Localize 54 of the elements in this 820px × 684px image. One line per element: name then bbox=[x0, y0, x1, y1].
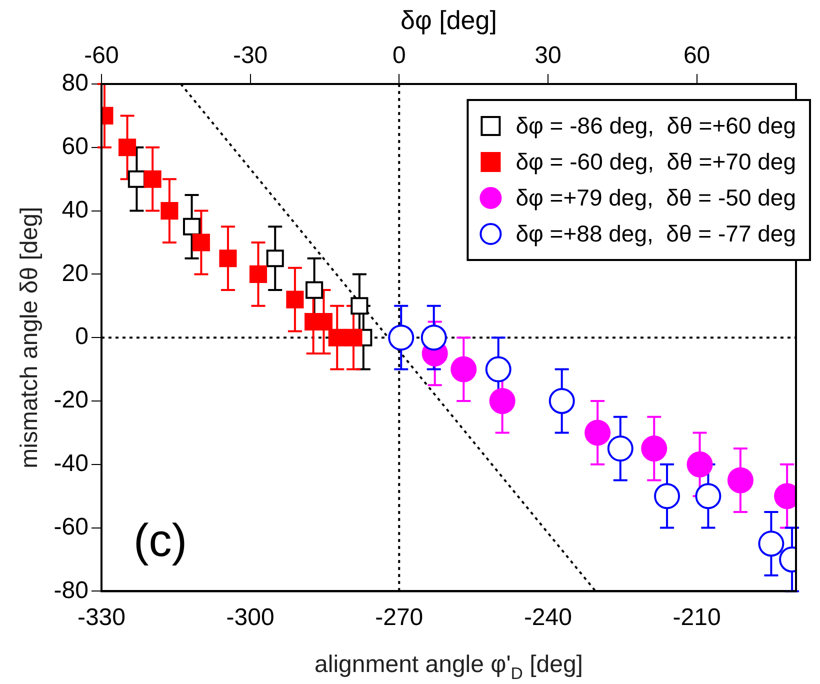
point bbox=[548, 388, 575, 414]
point bbox=[654, 483, 680, 510]
point bbox=[344, 328, 362, 346]
x-tick-label: -300 bbox=[226, 604, 274, 632]
point bbox=[584, 420, 611, 446]
point bbox=[758, 530, 784, 557]
point bbox=[182, 218, 201, 236]
point bbox=[450, 356, 477, 382]
x2-tick-label: 60 bbox=[683, 42, 710, 70]
point bbox=[695, 483, 722, 510]
point bbox=[350, 297, 368, 315]
point bbox=[388, 324, 414, 351]
point bbox=[219, 250, 237, 268]
y-tick-label: 60 bbox=[62, 133, 88, 160]
legend-label: δφ = -86 deg, δθ =+60 deg bbox=[516, 112, 796, 138]
annotation: (c) bbox=[133, 514, 188, 566]
point bbox=[118, 138, 136, 156]
point bbox=[128, 170, 146, 188]
point bbox=[144, 170, 162, 188]
x-tick-label: -210 bbox=[672, 604, 721, 632]
y-axis-title: mismatch angle δθ [deg] bbox=[16, 206, 44, 468]
y-tick-label: 0 bbox=[75, 323, 88, 350]
point bbox=[727, 467, 754, 494]
y-tick-label: -40 bbox=[54, 450, 88, 478]
y-tick-label: -80 bbox=[54, 576, 88, 604]
y-tick-label: 20 bbox=[62, 260, 88, 287]
point bbox=[286, 290, 304, 308]
point bbox=[160, 202, 178, 220]
y-tick-label: 40 bbox=[62, 196, 88, 224]
x-tick-label: -240 bbox=[524, 604, 572, 632]
legend-label: δφ =+88 deg, δθ = -77 deg bbox=[516, 220, 796, 246]
x2-tick-label: 0 bbox=[392, 42, 406, 70]
point bbox=[249, 265, 268, 283]
point bbox=[266, 250, 284, 268]
point bbox=[420, 324, 447, 351]
x2-tick-label: 30 bbox=[534, 42, 562, 70]
point bbox=[641, 436, 668, 462]
point bbox=[485, 356, 512, 382]
legend-label: δφ =+79 deg, δθ = -50 deg bbox=[516, 184, 796, 210]
point bbox=[686, 451, 713, 478]
x2-axis-title: δφ [deg] bbox=[400, 4, 497, 35]
x-tick-label: -330 bbox=[77, 604, 126, 632]
point bbox=[306, 281, 324, 299]
point bbox=[489, 388, 516, 414]
y-tick-label: 80 bbox=[62, 70, 88, 97]
point bbox=[328, 328, 346, 346]
y-tick-label: -20 bbox=[54, 386, 88, 414]
x2-tick-label: -30 bbox=[232, 42, 268, 70]
x2-tick-label: -60 bbox=[84, 42, 119, 70]
y-tick-label: -60 bbox=[54, 513, 88, 540]
point bbox=[192, 234, 210, 252]
legend-label: δφ = -60 deg, δθ =+70 deg bbox=[516, 148, 796, 174]
point bbox=[607, 436, 634, 462]
x-tick-label: -270 bbox=[375, 604, 424, 632]
